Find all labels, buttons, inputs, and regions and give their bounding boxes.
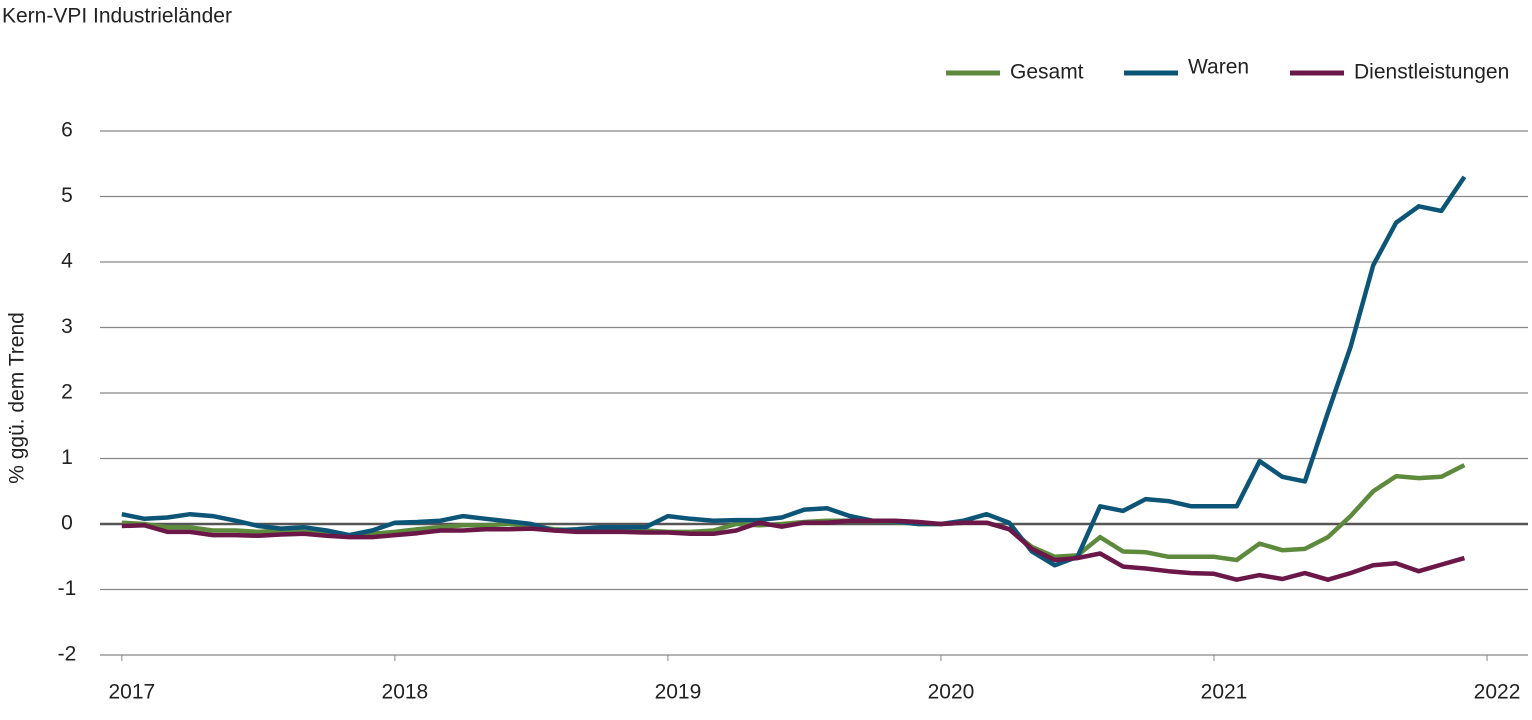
y-tick-label: 5 [61,184,73,207]
y-axis-label: % ggü. dem Trend [6,312,29,484]
x-tick-label: 2019 [655,681,702,704]
series-line [121,518,1466,582]
y-tick-label: -2 [58,643,77,666]
y-tick-label: 0 [61,512,73,535]
x-tick-label: 2022 [1474,681,1521,704]
x-tick-label: 2020 [928,681,975,704]
x-tick-label: 2018 [382,681,429,704]
legend-label: Waren [1188,56,1249,79]
legend-label: Dienstleistungen [1354,61,1509,84]
y-tick-label: 3 [61,315,73,338]
y-tick-label: 6 [61,119,73,142]
y-tick-label: 4 [61,250,73,273]
x-tick-label: 2017 [108,681,155,704]
y-tick-label: 2 [61,381,73,404]
y-tick-label: -1 [58,577,77,600]
chart-title: Kern-VPI Industrieländer [2,5,232,28]
x-tick-label: 2021 [1201,681,1248,704]
y-tick-label: 1 [61,446,73,469]
series-line [121,175,1467,568]
legend-label: Gesamt [1010,61,1084,84]
